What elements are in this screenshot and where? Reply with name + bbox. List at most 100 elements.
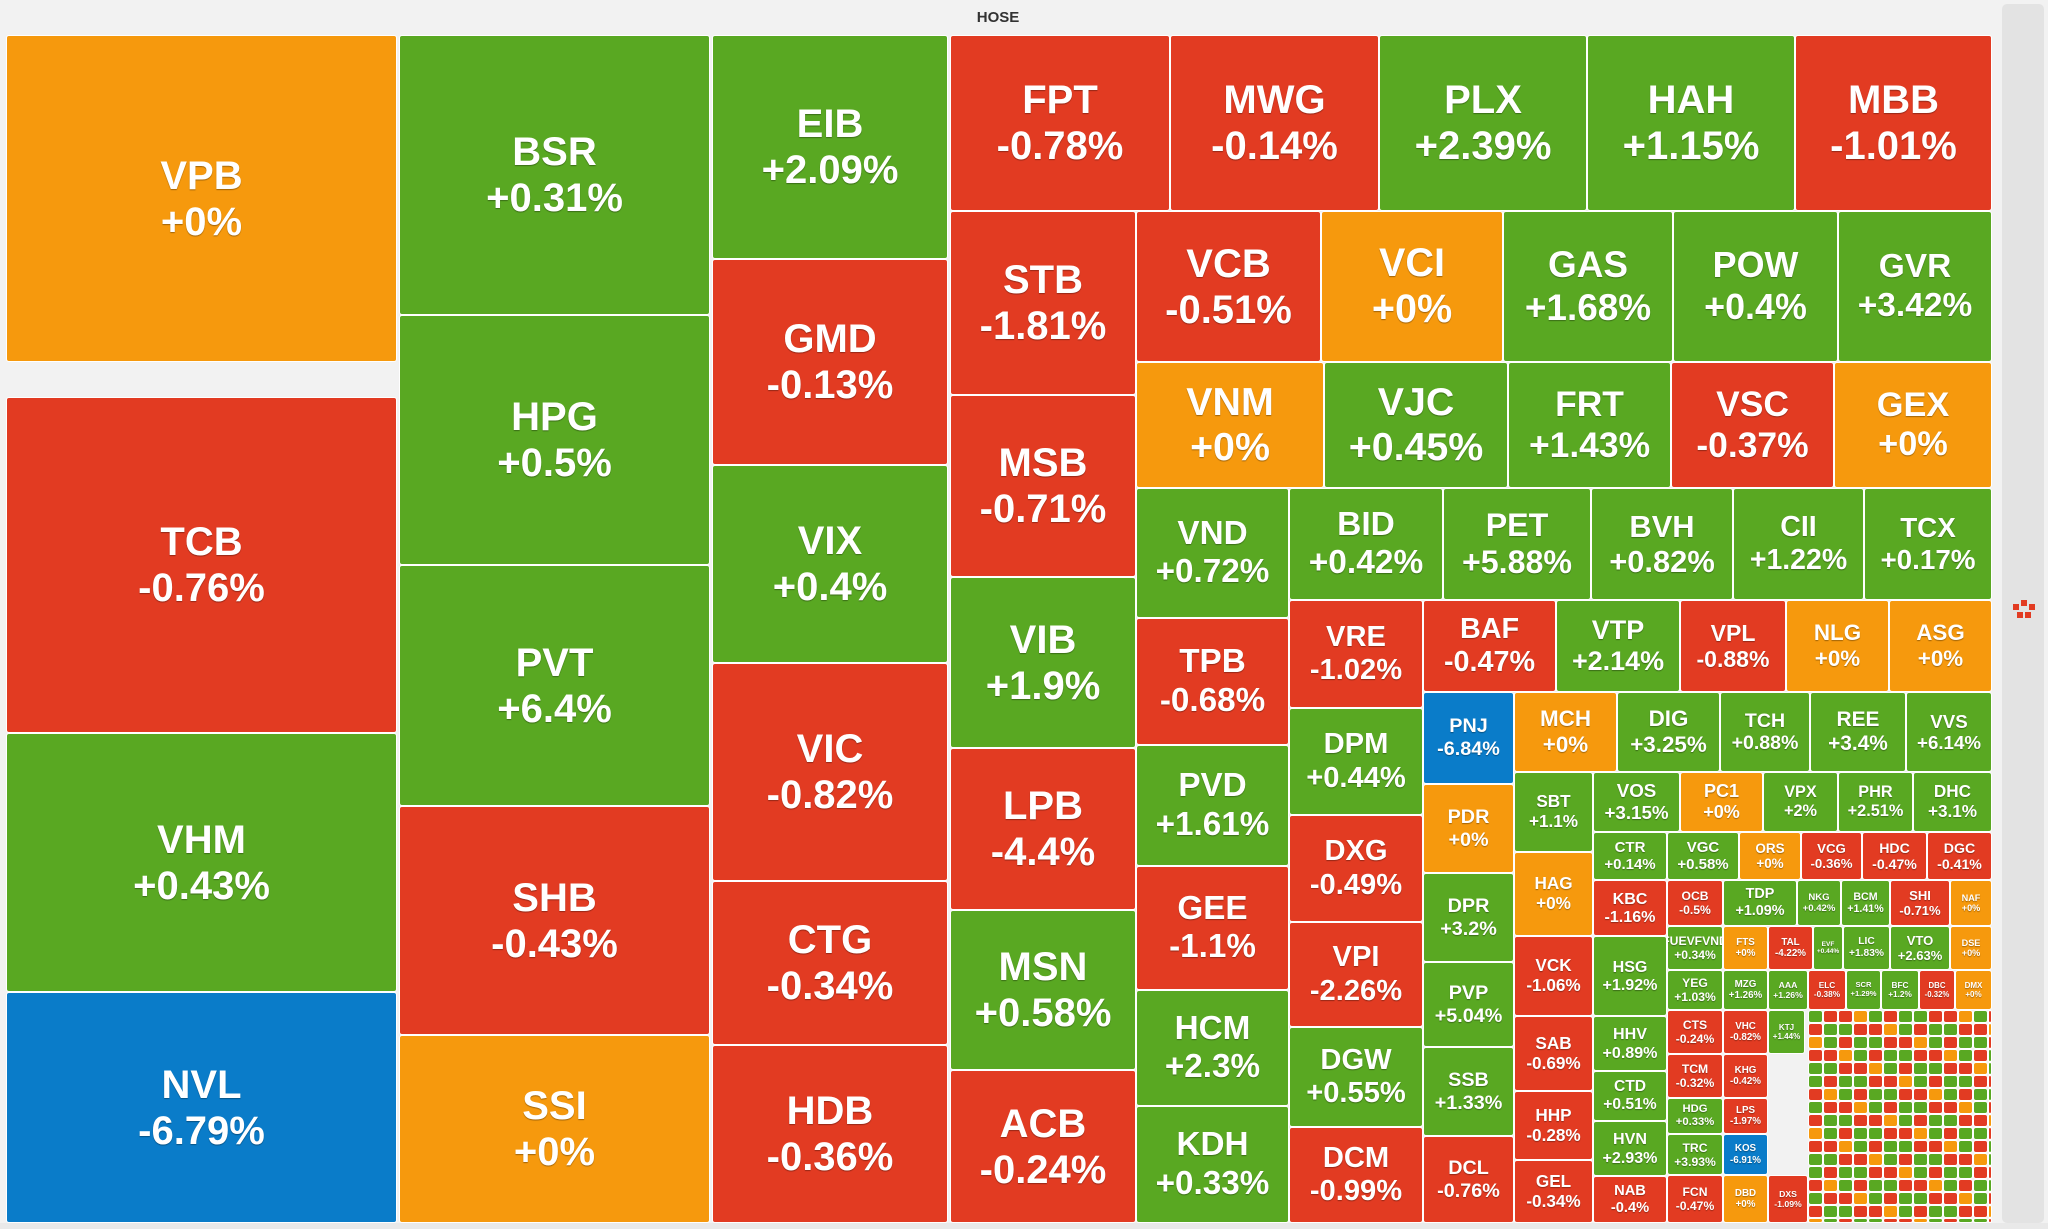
tile-hhp[interactable]: HHP -0.28% [1514,1091,1593,1160]
tile-small[interactable] [1883,1010,1898,1023]
tile-vre[interactable]: VRE -1.02% [1289,600,1423,708]
tile-small[interactable] [1928,1114,1943,1127]
tile-small[interactable] [1898,1023,1913,1036]
tile-small[interactable] [1853,1127,1868,1140]
tile-bsr[interactable]: BSR +0.31% [399,35,710,315]
tile-small[interactable] [1988,1192,1992,1205]
tile-small[interactable] [1973,1088,1988,1101]
tile-small[interactable] [1868,1192,1883,1205]
tile-trc[interactable]: TRC +3.93% [1667,1134,1723,1175]
tile-small[interactable] [1988,1179,1992,1192]
tile-vnm[interactable]: VNM +0% [1136,362,1324,488]
tile-small[interactable] [1883,1023,1898,1036]
tile-hsg[interactable]: HSG +1.92% [1593,936,1667,1016]
tile-small[interactable] [1853,1153,1868,1166]
tile-small[interactable] [1883,1179,1898,1192]
tile-small[interactable] [1988,1023,1992,1036]
tile-acb[interactable]: ACB -0.24% [950,1070,1136,1223]
tile-small[interactable] [1808,1153,1823,1166]
tile-small[interactable] [1823,1127,1838,1140]
tile-small[interactable] [1808,1075,1823,1088]
tile-small[interactable] [1928,1062,1943,1075]
tile-lps[interactable]: LPS -1.97% [1723,1098,1768,1134]
tile-small[interactable] [1823,1075,1838,1088]
tile-small[interactable] [1988,1049,1992,1062]
tile-small[interactable] [1883,1101,1898,1114]
tile-lpb[interactable]: LPB -4.4% [950,748,1136,910]
tile-small[interactable] [1958,1010,1973,1023]
tile-shi[interactable]: SHI -0.71% [1890,880,1950,926]
tile-pvt[interactable]: PVT +6.4% [399,565,710,806]
tile-small[interactable] [1988,1153,1992,1166]
tile-small[interactable] [1913,1179,1928,1192]
tile-hpg[interactable]: HPG +0.5% [399,315,710,565]
tile-fpt[interactable]: FPT -0.78% [950,35,1170,211]
tile-small[interactable] [1838,1062,1853,1075]
tile-small[interactable] [1943,1114,1958,1127]
tile-small[interactable] [1913,1205,1928,1218]
tile-small[interactable] [1838,1010,1853,1023]
tile-small[interactable] [1898,1127,1913,1140]
tile-mzg[interactable]: MZG +1.26% [1723,970,1768,1010]
tile-small[interactable] [1868,1153,1883,1166]
tile-fcn[interactable]: FCN -0.47% [1667,1175,1723,1223]
tile-small[interactable] [1823,1036,1838,1049]
tile-small[interactable] [1973,1075,1988,1088]
tile-small[interactable] [1898,1010,1913,1023]
tile-small[interactable] [1988,1101,1992,1114]
tile-small[interactable] [1853,1192,1868,1205]
tile-ctr[interactable]: CTR +0.14% [1593,832,1667,880]
tile-small[interactable] [1868,1036,1883,1049]
tile-tch[interactable]: TCH +0.88% [1720,692,1810,772]
tile-small[interactable] [1853,1062,1868,1075]
tile-dig[interactable]: DIG +3.25% [1617,692,1720,772]
tile-small[interactable] [1838,1205,1853,1218]
tile-mwg[interactable]: MWG -0.14% [1170,35,1379,211]
tile-small[interactable] [1883,1114,1898,1127]
tile-kos[interactable]: KOS -6.91% [1723,1134,1768,1175]
tile-frt[interactable]: FRT +1.43% [1508,362,1671,488]
tile-small[interactable] [1853,1088,1868,1101]
tile-small[interactable] [1883,1218,1898,1223]
tile-small[interactable] [1958,1036,1973,1049]
tile-dxs[interactable]: DXS -1.09% [1768,1175,1808,1223]
tile-small[interactable] [1823,1166,1838,1179]
tile-small[interactable] [1928,1036,1943,1049]
tile-mch[interactable]: MCH +0% [1514,692,1617,772]
tile-hdg[interactable]: HDG +0.33% [1667,1098,1723,1134]
tile-small[interactable] [1808,1049,1823,1062]
tile-bcm[interactable]: BCM +1.41% [1841,880,1890,926]
tile-small[interactable] [1823,1062,1838,1075]
tile-small[interactable] [1913,1153,1928,1166]
tile-gex[interactable]: GEX +0% [1834,362,1992,488]
tile-small[interactable] [1973,1140,1988,1153]
tile-vix[interactable]: VIX +0.4% [712,465,948,663]
tile-small[interactable] [1898,1036,1913,1049]
tile-small[interactable] [1928,1205,1943,1218]
tile-vgc[interactable]: VGC +0.58% [1667,832,1739,880]
tile-fuevfvnd[interactable]: FUEVFVND+0.34% [1667,926,1723,970]
tile-small[interactable] [1853,1101,1868,1114]
tile-ors[interactable]: ORS +0% [1739,832,1801,880]
tile-eib[interactable]: EIB +2.09% [712,35,948,259]
tile-small[interactable] [1898,1075,1913,1088]
tile-small[interactable] [1898,1192,1913,1205]
tile-msn[interactable]: MSN +0.58% [950,910,1136,1070]
tile-small[interactable] [1973,1192,1988,1205]
tile-small[interactable] [1913,1023,1928,1036]
tile-small[interactable] [1868,1023,1883,1036]
tile-small[interactable] [1883,1088,1898,1101]
tile-small[interactable] [1823,1179,1838,1192]
tile-small[interactable] [1808,1010,1823,1023]
tile-dpr[interactable]: DPR +3.2% [1423,873,1514,962]
tile-small[interactable] [1853,1049,1868,1062]
tile-small[interactable] [1853,1140,1868,1153]
tile-msb[interactable]: MSB -0.71% [950,395,1136,577]
tile-small[interactable] [1973,1036,1988,1049]
tile-hhv[interactable]: HHV +0.89% [1593,1016,1667,1071]
tile-small[interactable] [1973,1049,1988,1062]
tile-small[interactable] [1928,1010,1943,1023]
tile-small[interactable] [1913,1127,1928,1140]
tile-vic[interactable]: VIC -0.82% [712,663,948,881]
tile-small[interactable] [1853,1036,1868,1049]
